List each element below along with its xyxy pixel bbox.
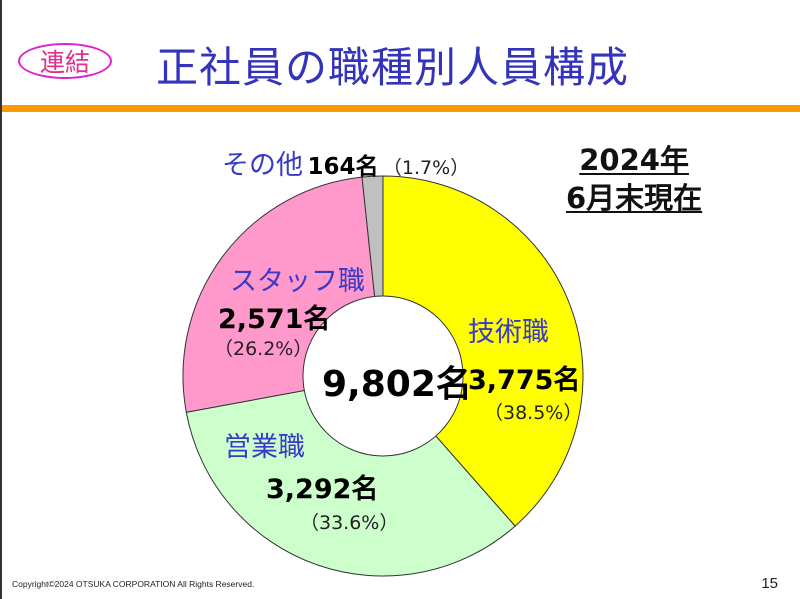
donut-hole xyxy=(302,295,464,457)
segment-name: その他 xyxy=(222,150,303,181)
copyright: Copyright©2024 OTSUKA CORPORATION All Ri… xyxy=(12,579,255,589)
slice-tech xyxy=(382,175,584,527)
as-of-date: 2024年 6月末現在 xyxy=(566,141,702,217)
title-divider xyxy=(2,105,800,112)
label-tech-percent: （38.5%） xyxy=(484,402,583,424)
badge-label: 連結 xyxy=(39,48,90,77)
segment-percent: （1.7%） xyxy=(382,157,470,179)
consolidated-badge: 連結 xyxy=(18,43,112,79)
label-other: その他 164名 （1.7%） xyxy=(222,143,469,182)
segment-count: 164名 xyxy=(307,154,379,180)
slide-left-border xyxy=(0,0,2,599)
label-sales-count: 3,292名 xyxy=(266,474,379,505)
label-tech-count: 3,775名 xyxy=(468,365,581,396)
as-of-year: 2024年 xyxy=(579,143,689,177)
label-staff-percent: （26.2%） xyxy=(214,338,313,360)
label-sales-name: 営業職 xyxy=(224,432,305,463)
center-total: 9,802名 xyxy=(322,364,472,405)
slice-sales xyxy=(185,375,516,577)
label-staff-name: スタッフ職 xyxy=(230,266,365,297)
label-tech-name: 技術職 xyxy=(468,317,549,348)
page-title: 正社員の職種別人員構成 xyxy=(156,43,630,92)
label-staff-count: 2,571名 xyxy=(218,304,331,335)
page-number: 15 xyxy=(761,575,778,592)
as-of-month: 6月末現在 xyxy=(566,181,703,215)
label-sales-percent: （33.6%） xyxy=(300,512,399,534)
